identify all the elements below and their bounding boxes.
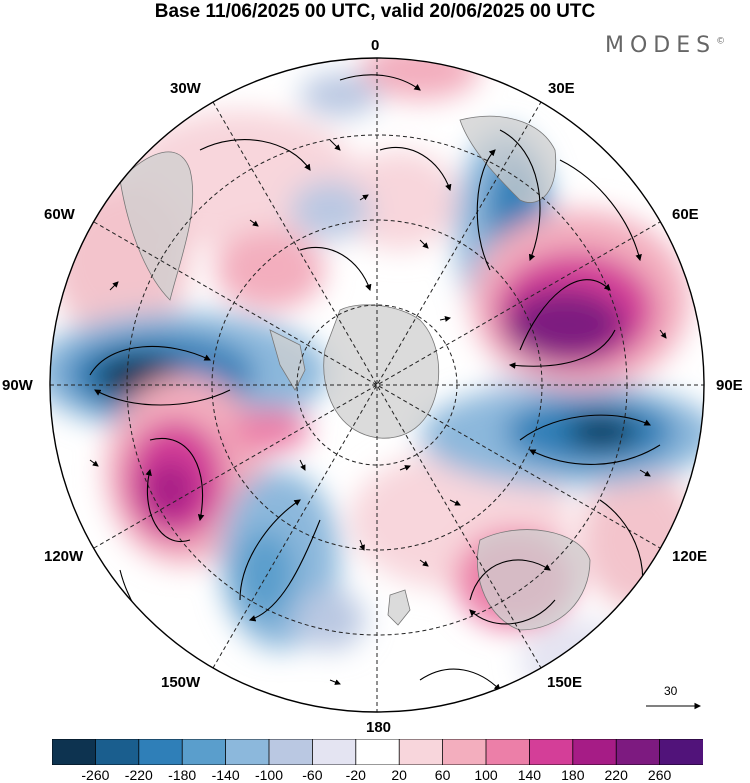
lon-label-60w: 60W	[44, 206, 75, 223]
colorbar-swatch	[442, 739, 487, 765]
colorbar-swatch	[398, 739, 444, 765]
lon-label-150w: 150W	[161, 674, 201, 691]
colorbar-tick-label: -20	[345, 767, 366, 783]
brand-name: MODES	[605, 33, 717, 58]
colorbar-tick-label: -100	[254, 767, 284, 783]
colorbar-tick-label: 60	[434, 767, 451, 783]
colorbar-tick-label: 180	[561, 767, 585, 783]
lon-label-0: 0	[371, 37, 380, 54]
colorbar-tick-label: -220	[124, 767, 153, 783]
map-border	[49, 57, 705, 713]
colorbar-tick-label: -260	[81, 767, 110, 783]
modes-logo: MODES©	[605, 33, 725, 58]
colorbar-tick-label: -140	[211, 767, 240, 783]
wind-vectors	[89, 139, 667, 685]
colorbar-swatch	[138, 739, 184, 765]
colorbar-tick-label: 20	[391, 767, 407, 783]
colorbar-swatch	[268, 739, 314, 765]
colorbar-swatch	[181, 739, 227, 765]
colorbar-swatch	[615, 739, 661, 765]
copyright-mark: ©	[716, 36, 726, 47]
colorbar-swatch	[572, 739, 618, 765]
south-america	[119, 151, 194, 301]
colorbar-swatch	[659, 739, 703, 765]
colorbar-swatch	[355, 739, 401, 765]
colorbar-tick-label: 260	[647, 767, 672, 783]
colorbar-tick-label: 220	[604, 767, 628, 783]
neg-area-1	[290, 180, 370, 240]
pos-area-7	[580, 470, 700, 610]
land	[119, 115, 591, 631]
colorbar-swatch	[311, 739, 357, 765]
colorbar-tick-label: 140	[517, 767, 542, 783]
reference-vector-label: 30	[664, 684, 678, 698]
colorbar-swatch	[95, 739, 140, 765]
australia	[477, 529, 591, 631]
high-110w-lobe	[230, 408, 310, 452]
colorbar-tick-label: -60	[302, 767, 323, 783]
colorbar-swatch	[528, 739, 574, 765]
low-170w	[295, 590, 365, 650]
colorbar-tick-label: 100	[474, 767, 498, 783]
low-100e-core	[567, 416, 637, 448]
lon-label-30w: 30W	[170, 80, 201, 97]
colorbar-tick-label: -180	[168, 767, 197, 783]
colorbar-swatch	[225, 739, 270, 765]
colorbar-swatch	[52, 739, 97, 765]
colorbar	[52, 739, 703, 765]
high-110w-core	[144, 460, 196, 520]
africa	[459, 115, 557, 203]
high-65e-core	[505, 289, 625, 361]
lon-label-90e: 90E	[716, 377, 743, 394]
graticule	[50, 58, 704, 712]
lon-label-150e: 150E	[547, 674, 583, 691]
lon-label-30e: 30E	[548, 80, 575, 97]
new-zealand	[387, 589, 411, 626]
neg-area-2	[300, 73, 380, 117]
pos-area-5	[360, 58, 480, 100]
pos-area-4	[215, 230, 325, 310]
chart-title: Base 11/06/2025 00 UTC, valid 20/06/2025…	[154, 1, 596, 22]
lon-label-90w: 90W	[2, 377, 33, 394]
colorbar-swatch	[485, 739, 531, 765]
lon-label-60e: 60E	[672, 206, 699, 223]
lon-label-180: 180	[366, 719, 392, 736]
antarctic-peninsula	[269, 329, 306, 391]
lon-label-120w: 120W	[44, 548, 84, 565]
lon-label-120e: 120E	[672, 548, 708, 565]
pos-area-3	[340, 150, 460, 250]
antarctica	[323, 304, 440, 439]
